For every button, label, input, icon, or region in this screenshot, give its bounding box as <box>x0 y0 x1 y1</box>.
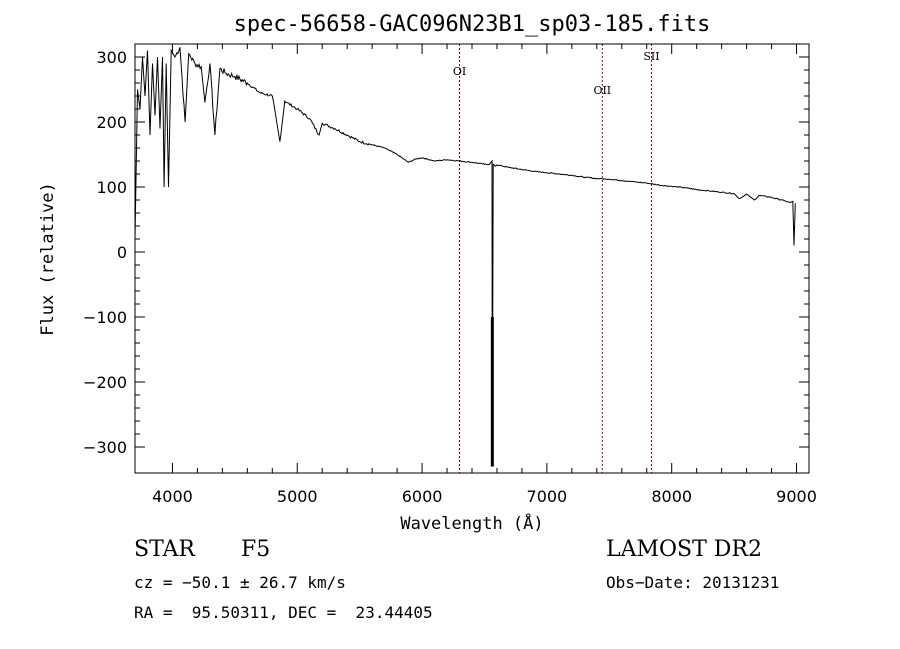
object-class: STAR <box>134 537 195 562</box>
coordinates: RA = 95.50311, DEC = 23.44405 <box>134 603 433 622</box>
reference-label-sii: SII <box>643 50 659 63</box>
plot-axes: 4000 5000 6000 7000 8000 9000 −300 −200 −100 0 100… <box>83 43 817 506</box>
x-tick-label: 4000 <box>152 487 193 506</box>
reference-label-oii: OII <box>593 84 611 97</box>
y-tick-label: −300 <box>83 438 127 457</box>
x-tick-label: 7000 <box>527 487 568 506</box>
x-tick-label: 9000 <box>776 487 817 506</box>
y-tick-label: −100 <box>83 308 127 327</box>
reference-lines: OI OII SII <box>453 44 660 473</box>
spectrum-line <box>134 47 796 467</box>
observation-date: Obs−Date: 20131231 <box>606 573 780 592</box>
x-tick-label: 5000 <box>277 487 318 506</box>
x-tick-label: 8000 <box>651 487 692 506</box>
reference-label-oi: OI <box>453 65 466 78</box>
chart-title: spec-56658-GAC096N23B1_sp03-185.fits <box>234 12 711 37</box>
y-tick-label: 200 <box>96 113 127 132</box>
x-tick-label: 6000 <box>402 487 443 506</box>
y-tick-label: 300 <box>96 48 127 67</box>
y-tick-label: −200 <box>83 373 127 392</box>
y-axis-label: Flux (relative) <box>38 182 58 336</box>
redshift-value: cz = −50.1 ± 26.7 km/s <box>134 573 346 592</box>
y-tick-label: 100 <box>96 178 127 197</box>
x-axis-label: Wavelength (Å) <box>400 512 543 534</box>
spectrum-series <box>134 47 796 467</box>
survey-name: LAMOST DR2 <box>606 537 762 562</box>
object-subclass: F5 <box>241 537 271 562</box>
y-tick-label: 0 <box>117 243 127 262</box>
plot-frame <box>134 43 810 474</box>
